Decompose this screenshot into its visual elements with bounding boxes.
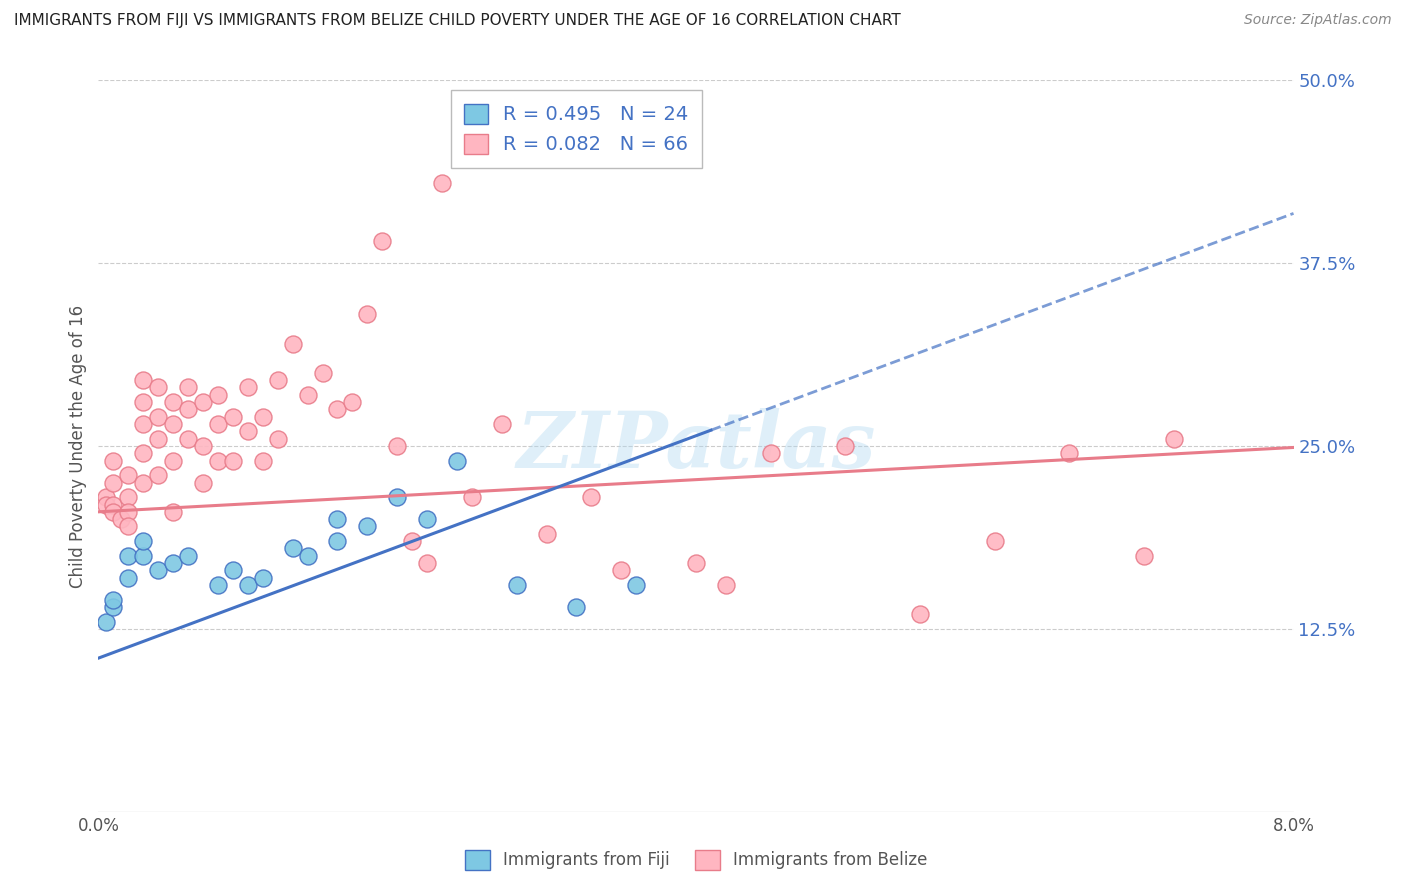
Point: [117, 490, 139, 504]
Text: IMMIGRANTS FROM FIJI VS IMMIGRANTS FROM BELIZE CHILD POVERTY UNDER THE AGE OF 16: IMMIGRANTS FROM FIJI VS IMMIGRANTS FROM …: [14, 13, 901, 29]
Point: [446, 453, 468, 467]
Point: [356, 519, 378, 533]
Point: [207, 388, 229, 402]
Point: [461, 490, 484, 504]
Point: [191, 395, 214, 409]
Y-axis label: Child Poverty Under the Age of 16: Child Poverty Under the Age of 16: [69, 304, 87, 588]
Point: [103, 453, 125, 467]
Point: [162, 417, 184, 431]
Point: [416, 512, 439, 526]
Point: [132, 373, 155, 387]
Point: [132, 475, 155, 490]
Point: [117, 519, 139, 533]
Point: [222, 563, 245, 577]
Point: [326, 402, 349, 417]
Point: [297, 388, 319, 402]
Point: [685, 556, 707, 570]
Point: [267, 432, 290, 446]
Point: [162, 395, 184, 409]
Point: [191, 439, 214, 453]
Point: [162, 556, 184, 570]
Point: [491, 417, 513, 431]
Point: [311, 366, 333, 380]
Point: [94, 615, 117, 629]
Point: [236, 578, 259, 592]
Point: [536, 526, 558, 541]
Point: [132, 395, 155, 409]
Point: [117, 549, 139, 563]
Point: [430, 176, 453, 190]
Point: [94, 498, 117, 512]
Point: [191, 475, 214, 490]
Point: [103, 599, 125, 614]
Point: [714, 578, 737, 592]
Point: [162, 453, 184, 467]
Point: [252, 571, 274, 585]
Point: [103, 498, 125, 512]
Point: [132, 417, 155, 431]
Point: [110, 512, 132, 526]
Point: [207, 417, 229, 431]
Point: [148, 432, 170, 446]
Point: [103, 505, 125, 519]
Point: [1059, 446, 1081, 460]
Point: [132, 549, 155, 563]
Point: [222, 453, 245, 467]
Point: [103, 475, 125, 490]
Point: [162, 505, 184, 519]
Point: [132, 446, 155, 460]
Point: [581, 490, 603, 504]
Point: [565, 599, 588, 614]
Point: [207, 453, 229, 467]
Point: [281, 336, 304, 351]
Point: [1133, 549, 1156, 563]
Point: [416, 556, 439, 570]
Point: [281, 541, 304, 556]
Point: [908, 607, 931, 622]
Point: [983, 534, 1005, 549]
Point: [759, 446, 782, 460]
Point: [94, 490, 117, 504]
Point: [326, 534, 349, 549]
Point: [177, 432, 200, 446]
Point: [177, 402, 200, 417]
Point: [1163, 432, 1185, 446]
Point: [117, 468, 139, 483]
Point: [385, 490, 409, 504]
Point: [148, 380, 170, 394]
Point: [624, 578, 647, 592]
Point: [401, 534, 423, 549]
Point: [207, 578, 229, 592]
Point: [610, 563, 633, 577]
Point: [356, 307, 378, 321]
Point: [267, 373, 290, 387]
Point: [834, 439, 856, 453]
Point: [252, 453, 274, 467]
Legend: Immigrants from Fiji, Immigrants from Belize: Immigrants from Fiji, Immigrants from Be…: [458, 843, 934, 877]
Point: [371, 234, 394, 248]
Text: ZIPatlas: ZIPatlas: [516, 408, 876, 484]
Point: [177, 549, 200, 563]
Point: [222, 409, 245, 424]
Point: [103, 592, 125, 607]
Point: [148, 563, 170, 577]
Point: [132, 534, 155, 549]
Point: [117, 505, 139, 519]
Point: [326, 512, 349, 526]
Point: [148, 468, 170, 483]
Text: Source: ZipAtlas.com: Source: ZipAtlas.com: [1244, 13, 1392, 28]
Point: [177, 380, 200, 394]
Point: [117, 571, 139, 585]
Point: [342, 395, 364, 409]
Point: [148, 409, 170, 424]
Point: [297, 549, 319, 563]
Point: [385, 439, 409, 453]
Point: [236, 425, 259, 439]
Point: [252, 409, 274, 424]
Point: [506, 578, 529, 592]
Point: [236, 380, 259, 394]
